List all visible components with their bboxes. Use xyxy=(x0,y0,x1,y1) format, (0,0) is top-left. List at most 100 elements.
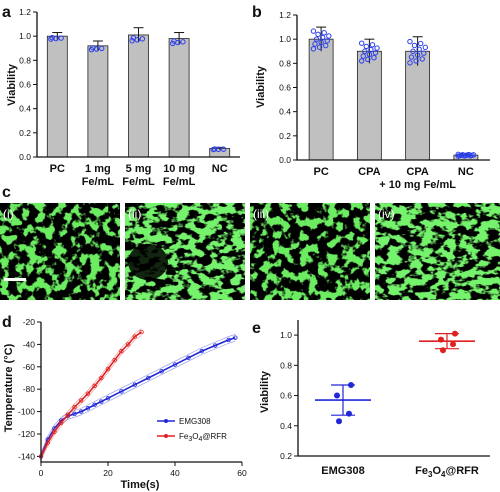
b-category-label: + 10 mg Fe/mL xyxy=(379,179,456,191)
chart-e-axes xyxy=(297,320,490,457)
b-datapoint xyxy=(369,42,376,48)
b-datapoint xyxy=(315,31,321,38)
micrograph-i: (i) xyxy=(0,203,120,300)
d-xtick-label: 60 xyxy=(237,468,247,478)
a-category-label: Fe/mL xyxy=(163,176,196,188)
panel-label-c: c xyxy=(2,184,11,201)
b-datapoint xyxy=(363,43,370,50)
chart-d-ylabel: Temperature (°C) xyxy=(3,343,15,432)
d-ytick-label: -100 xyxy=(18,407,35,417)
d-ytick-label: -120 xyxy=(18,429,35,439)
a-datapoint xyxy=(129,38,135,44)
a-datapoint xyxy=(139,36,146,42)
d-series-point xyxy=(233,335,238,340)
d-series-point xyxy=(226,337,231,343)
a-category-label: 5 mg xyxy=(126,163,152,175)
d-series-point xyxy=(78,398,84,403)
d-series-point xyxy=(99,399,104,404)
b-datapoint xyxy=(365,56,371,63)
e-ytick-label: 0.6 xyxy=(280,391,292,401)
chart-e: Viability 0.2 0.4 0.6 0.8 1.0 EMG308 Fe3O4@R… xyxy=(259,320,490,479)
d-xtick-label: 20 xyxy=(103,468,113,478)
chart-d-legend: EMG308 Fe3O4@RFR xyxy=(157,417,227,443)
a-category-label: Fe/mL xyxy=(82,176,115,188)
d-ytick-label: -140 xyxy=(18,451,35,461)
chart-b-ylabel: Viability xyxy=(255,65,267,108)
b-datapoint xyxy=(310,28,317,34)
b-datapoint xyxy=(319,34,326,41)
a-category-label: 1 mg xyxy=(85,163,111,175)
e-ytick-label: 1.0 xyxy=(280,330,292,340)
a-ytick-label: 0.2 xyxy=(19,128,31,138)
chart-e-xlabel-emg308: EMG308 xyxy=(321,465,364,477)
chart-b-bars xyxy=(308,26,479,161)
panel-label-b: b xyxy=(252,4,262,21)
a-datapoint xyxy=(211,146,218,152)
b-ytick-label: 0.8 xyxy=(279,58,291,68)
b-datapoint xyxy=(417,40,424,47)
b-bar xyxy=(308,38,334,161)
e-ytick-label: 0.2 xyxy=(280,451,292,461)
b-bar xyxy=(405,50,431,161)
b-datapoint xyxy=(372,50,379,56)
d-series-point xyxy=(132,382,137,387)
chart-d-series xyxy=(38,328,238,460)
a-category-label: PC xyxy=(50,163,65,175)
micrograph-label-ii: (ii) xyxy=(128,207,141,221)
panel-label-e: e xyxy=(252,320,261,337)
chart-a-axes xyxy=(36,12,240,158)
e-data-point xyxy=(438,336,444,343)
b-ytick-label: 1.2 xyxy=(279,10,291,20)
a-datapoint xyxy=(171,38,177,44)
d-band-lower xyxy=(40,340,236,460)
a-bar xyxy=(128,34,149,158)
chart-b-yticks: 0.0 0.2 0.4 0.6 0.8 1.0 1.2 xyxy=(279,10,297,165)
b-datapoint xyxy=(324,38,330,44)
e-ytick-label: 0.8 xyxy=(280,360,292,370)
chart-a: Viability 0.00.20.40.60.81.01.2 PC 1 mgFe… xyxy=(6,7,240,188)
d-series-point xyxy=(85,391,91,396)
e-data-point xyxy=(450,341,456,348)
b-category-label: CPA xyxy=(406,166,428,178)
b-datapoint xyxy=(326,33,332,39)
b-datapoint xyxy=(414,52,421,58)
chart-d-axes xyxy=(40,322,242,463)
e-data-point xyxy=(346,410,352,417)
d-series-point xyxy=(212,343,218,348)
e-data-point xyxy=(452,330,458,337)
b-datapoint xyxy=(366,51,373,58)
d-series-point xyxy=(92,383,97,389)
d-series-point xyxy=(78,409,84,414)
d-series-point xyxy=(132,334,137,339)
b-datapoint xyxy=(371,54,377,61)
micrograph-label-i: (i) xyxy=(3,207,14,221)
b-category-label: CPA xyxy=(358,166,380,178)
d-series-point xyxy=(65,412,70,418)
d-series-line xyxy=(40,331,142,457)
b-datapoint xyxy=(312,41,318,47)
a-datapoint xyxy=(48,36,54,42)
b-ytick-label: 0.4 xyxy=(279,107,291,117)
d-series-point xyxy=(159,369,164,374)
b-datapoint xyxy=(321,30,327,36)
legend-fe3o4-rfr: Fe3O4@RFR xyxy=(179,432,227,443)
micrograph-iv: (iv) xyxy=(375,203,500,300)
b-datapoint xyxy=(310,46,317,52)
micrograph-label-iii: (iii) xyxy=(253,207,269,221)
panel-label-d: d xyxy=(2,314,12,331)
micrograph-row: (i) (ii) (iii) (iv) xyxy=(0,203,500,300)
b-datapoint xyxy=(455,151,461,158)
chart-e-ylabel: Viability xyxy=(259,370,271,413)
legend-emg308: EMG308 xyxy=(179,417,211,426)
b-ytick-label: 1.0 xyxy=(279,34,291,44)
d-ytick-label: -20 xyxy=(23,317,36,327)
b-datapoint xyxy=(421,50,427,56)
d-series-point xyxy=(119,348,124,354)
e-data-point xyxy=(336,418,342,425)
d-xtick-label: 40 xyxy=(170,468,180,478)
b-ytick-label: 0.0 xyxy=(279,155,291,165)
chart-e-xlabel-fe3o4-rfr: Fe3O4@RFR xyxy=(415,465,479,479)
a-bar xyxy=(168,38,190,158)
